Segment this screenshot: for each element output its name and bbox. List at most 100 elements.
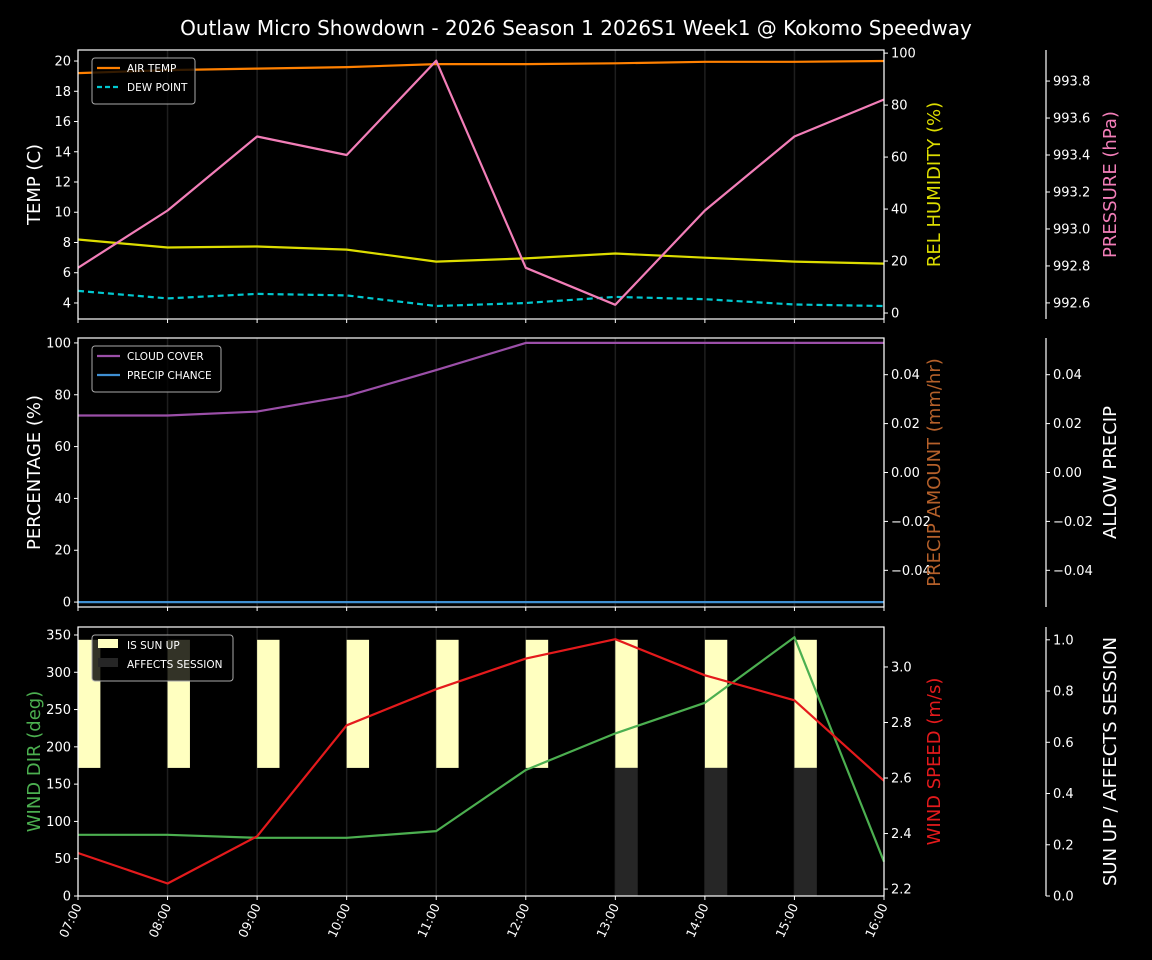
legend: IS SUN UP AFFECTS SESSION: [91, 634, 234, 682]
y-tick-label: −0.04: [891, 564, 931, 579]
y-tick-label: 993.0: [1053, 222, 1090, 237]
y-tick-label: 0.0: [1053, 890, 1074, 905]
series-line-right2-3: [77, 59, 885, 306]
x-tick-label: 10:00: [325, 901, 354, 940]
series-line-dew-point: [77, 289, 885, 308]
bar-is-sun-up: [257, 639, 280, 768]
bar-affects-session: [704, 767, 728, 896]
legend-label: DEW POINT: [127, 82, 188, 94]
legend-label: CLOUD COVER: [127, 351, 204, 363]
y-tick-label: 20: [54, 55, 71, 70]
bar-affects-session: [615, 767, 638, 896]
y-tick-label: 350: [46, 628, 71, 643]
y-tick-label: 0.4: [1053, 787, 1074, 802]
y-tick-label: 2.8: [891, 716, 912, 731]
series-line-cloud-cover: [78, 341, 884, 417]
y-tick-label: 2.2: [891, 883, 912, 898]
legend-box: [91, 57, 196, 105]
y-tick-label: −0.02: [1053, 515, 1093, 530]
legend: CLOUD COVER PRECIP CHANCE: [91, 345, 222, 393]
legend-swatch: [98, 639, 118, 648]
y-tick-label: 200: [46, 740, 71, 755]
panel-precipitation: 0 20 40 60 80 100 PERCENTAGE (%) −0.04 −0.02 0.00…: [24, 336, 1121, 611]
series-line-right-2: [77, 238, 885, 265]
y-tick-label: 0.00: [891, 466, 920, 481]
chart-title: Outlaw Micro Showdown - 2026 Season 1 20…: [180, 16, 972, 40]
x-tick-label: 15:00: [772, 901, 801, 940]
panel-wind: 0 50 100 150 200 250 300 350 WIND DIR (deg) 2.2 2.…: [24, 626, 1121, 940]
plot-frame: [77, 626, 885, 897]
axis-label-right: PRECIP AMOUNT (mm/hr): [924, 358, 945, 587]
y-tick-label: −0.04: [1053, 564, 1093, 579]
y-tick-label: 40: [891, 203, 908, 218]
y-tick-label: −0.02: [891, 515, 931, 530]
y-tick-label: 150: [46, 778, 71, 793]
y-tick-label: 993.2: [1053, 185, 1090, 200]
y-tick-label: 16: [54, 115, 71, 130]
legend-label: IS SUN UP: [127, 640, 180, 652]
y-tick-label: 0.04: [891, 368, 920, 383]
y-tick-label: 2.6: [891, 772, 912, 787]
y-tick-label: 992.6: [1053, 296, 1090, 311]
y-tick-label: 0.2: [1053, 838, 1074, 853]
axis-label-left: WIND DIR (deg): [24, 691, 45, 833]
axis-label-left: PERCENTAGE (%): [24, 395, 45, 550]
x-tick-label: 16:00: [862, 901, 891, 940]
axis-label-left: TEMP (C): [24, 144, 45, 226]
bar-is-sun-up: [794, 639, 817, 768]
y-tick-label: 993.8: [1053, 75, 1090, 90]
y-tick-label: 250: [46, 703, 71, 718]
y-tick-label: 18: [54, 85, 71, 100]
series-line-air-temp: [77, 59, 885, 75]
bar-is-sun-up: [525, 639, 549, 768]
panel-temperature: 4 6 8 10 12 14 16 18 20 TEMP (C) 0 20 40 60 80 100 REL H…: [24, 47, 1121, 323]
y-tick-label: 2.4: [891, 827, 912, 842]
bar-is-sun-up: [436, 639, 459, 768]
y-tick-label: 50: [54, 852, 71, 867]
y-tick-label: 0: [891, 307, 899, 322]
y-tick-label: 12: [54, 176, 71, 191]
axis-label-right2: PRESSURE (hPa): [1100, 111, 1121, 258]
x-tick-label: 08:00: [145, 901, 174, 940]
axis-label-right: WIND SPEED (m/s): [924, 678, 945, 846]
y-tick-label: 0.00: [1053, 466, 1082, 481]
y-tick-label: 60: [891, 151, 908, 166]
y-tick-label: 14: [54, 145, 71, 160]
y-tick-label: 0.04: [1053, 368, 1082, 383]
plot-frame: [77, 49, 885, 320]
bar-is-sun-up: [615, 639, 638, 768]
y-tick-label: 993.4: [1053, 149, 1090, 164]
y-tick-label: 100: [46, 336, 71, 351]
legend: AIR TEMP DEW POINT: [91, 57, 196, 105]
x-tick-label: 09:00: [235, 901, 264, 940]
y-tick-label: 3.0: [891, 660, 912, 675]
series-line-right-1: [77, 638, 885, 885]
legend-box: [91, 634, 234, 682]
y-tick-label: 60: [54, 440, 71, 455]
legend-box: [91, 345, 222, 393]
bar-is-sun-up: [346, 639, 370, 768]
y-tick-label: 0.6: [1053, 736, 1074, 751]
bar-affects-session: [794, 767, 817, 896]
y-tick-label: 0.02: [891, 417, 920, 432]
y-tick-label: 0.02: [1053, 417, 1082, 432]
x-tick-label: 11:00: [414, 901, 443, 940]
axis-label-right2: ALLOW PRECIP: [1100, 406, 1121, 539]
legend-label: AFFECTS SESSION: [127, 659, 223, 671]
y-tick-label: 0: [63, 596, 71, 611]
x-tick-label: 07:00: [56, 901, 85, 940]
y-tick-label: 1.0: [1053, 633, 1074, 648]
y-tick-label: 100: [891, 47, 916, 62]
y-tick-label: 20: [891, 255, 908, 270]
x-tick-label: 12:00: [504, 901, 533, 940]
y-tick-label: 8: [63, 236, 71, 251]
y-tick-label: 40: [54, 492, 71, 507]
y-tick-label: 100: [46, 815, 71, 830]
y-tick-label: 6: [63, 266, 71, 281]
axis-label-right: REL HUMIDITY (%): [924, 102, 945, 267]
y-tick-label: 20: [54, 544, 71, 559]
axis-label-right2: SUN UP / AFFECTS SESSION: [1100, 637, 1121, 886]
y-tick-label: 0: [63, 890, 71, 905]
bar-is-sun-up: [704, 639, 728, 768]
